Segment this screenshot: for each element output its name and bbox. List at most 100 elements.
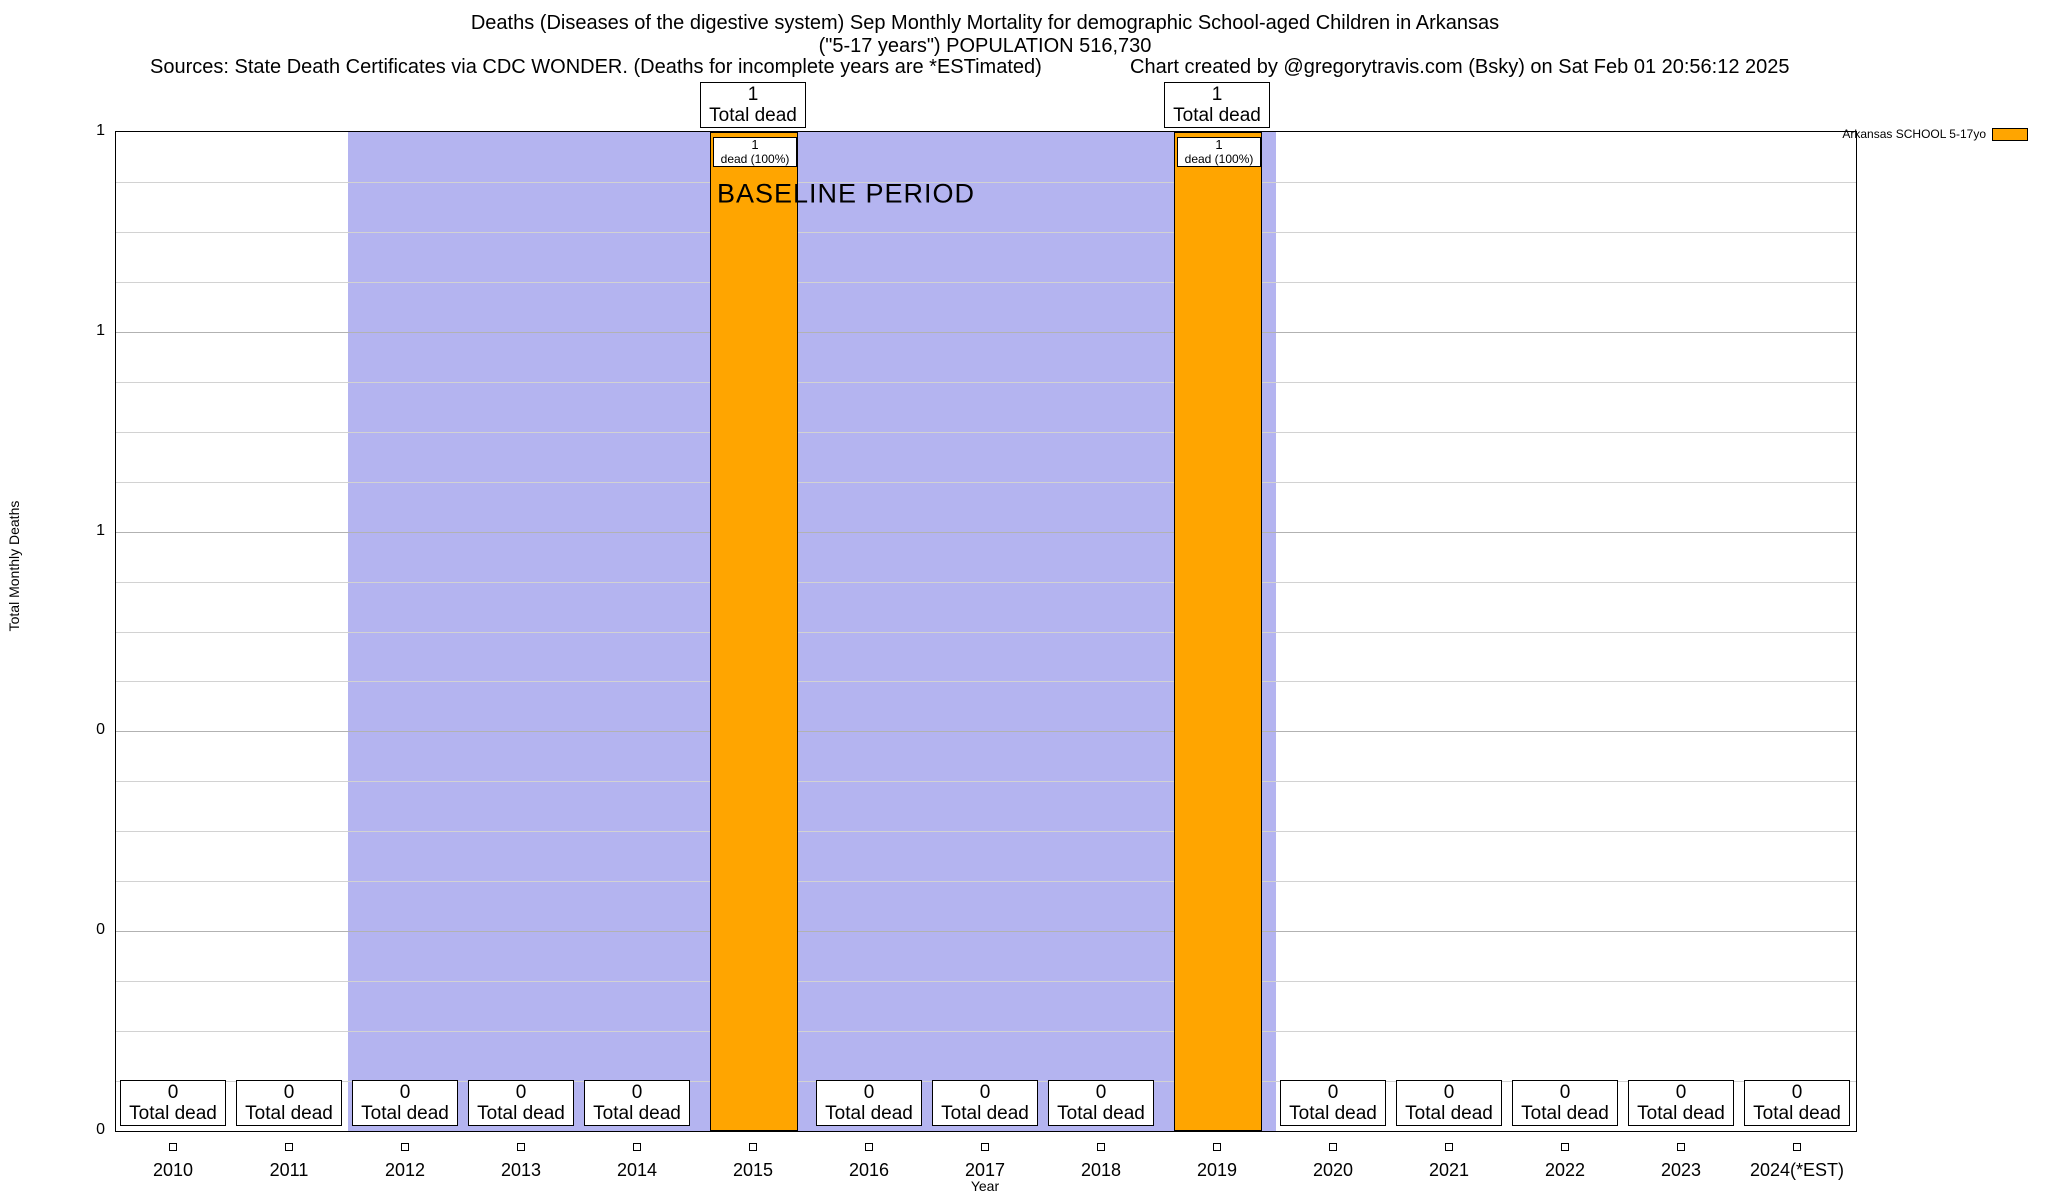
total-dead-annotation-2013: 0 Total dead [468, 1080, 574, 1126]
annotation-text: Total dead [361, 1103, 449, 1124]
annotation-value: 0 [1559, 1082, 1571, 1103]
bar-inner-value: 1 [751, 137, 759, 152]
x-tick-label: 2021 [1428, 1160, 1470, 1180]
legend-label: Arkansas SCHOOL 5-17yo [1842, 127, 1986, 141]
legend: Arkansas SCHOOL 5-17yo [1842, 127, 2028, 141]
sources-note: Sources: State Death Certificates via CD… [150, 56, 1042, 78]
axis-marker-square [1445, 1143, 1453, 1151]
annotation-value: 0 [399, 1082, 411, 1103]
annotation-value: 0 [631, 1082, 643, 1103]
axis-marker-square [633, 1143, 641, 1151]
gridline [116, 482, 1856, 483]
axis-marker-square [1561, 1143, 1569, 1151]
gridline [116, 781, 1856, 782]
y-tick-label: 0 [96, 921, 105, 938]
x-axis-label: Year [970, 1178, 1000, 1194]
y-tick-label: 1 [96, 522, 105, 539]
axis-marker-square [865, 1143, 873, 1151]
x-tick-label: 2020 [1312, 1160, 1354, 1180]
x-tick-label: 2016 [848, 1160, 890, 1180]
y-tick-label: 0 [96, 721, 105, 738]
x-tick-label: 2015 [732, 1160, 774, 1180]
baseline-period-label: BASELINE PERIOD [716, 178, 976, 209]
annotation-value: 0 [283, 1082, 295, 1103]
bar-inner-text: dead (100%) [720, 152, 790, 166]
x-tick-label: 2013 [500, 1160, 542, 1180]
total-dead-annotation-2010: 0 Total dead [120, 1080, 226, 1126]
total-dead-annotation-2012: 0 Total dead [352, 1080, 458, 1126]
gridline [116, 931, 1856, 932]
annotation-value: 0 [1443, 1082, 1455, 1103]
annotation-text: Total dead [1637, 1103, 1725, 1124]
total-dead-annotation-2018: 0 Total dead [1048, 1080, 1154, 1126]
annotation-text: Total dead [825, 1103, 913, 1124]
baseline-period-region [348, 132, 1276, 1131]
annotation-text: Total dead [1405, 1103, 1493, 1124]
gridline [116, 182, 1856, 183]
annotation-text: Total dead [593, 1103, 681, 1124]
annotation-value: 0 [515, 1082, 527, 1103]
gridline [116, 881, 1856, 882]
gridline [116, 632, 1856, 633]
axis-marker-square [1793, 1143, 1801, 1151]
bar-inner-text: dead (100%) [1184, 152, 1254, 166]
axis-marker-square [981, 1143, 989, 1151]
gridline [116, 332, 1856, 333]
annotation-text: Total dead [1289, 1103, 1377, 1124]
total-dead-annotation-2011: 0 Total dead [236, 1080, 342, 1126]
axis-marker-square [517, 1143, 525, 1151]
gridline [116, 731, 1856, 732]
total-dead-annotation-2014: 0 Total dead [584, 1080, 690, 1126]
axis-marker-square [169, 1143, 177, 1151]
x-tick-label: 2023 [1660, 1160, 1702, 1180]
plot-area: BASELINE PERIOD 1 dead (100%) 1 dead (100%) [115, 131, 1857, 1132]
annotation-value: 0 [863, 1082, 875, 1103]
axis-marker-square [1097, 1143, 1105, 1151]
x-tick-label: 2019 [1196, 1160, 1238, 1180]
annotation-value: 0 [167, 1082, 179, 1103]
x-tick-label: 2018 [1080, 1160, 1122, 1180]
y-tick-label: 1 [96, 122, 105, 139]
y-axis-label: Total Monthly Deaths [6, 500, 22, 632]
total-dead-annotation-2023: 0 Total dead [1628, 1080, 1734, 1126]
total-dead-annotation-2024(*EST): 0 Total dead [1744, 1080, 1850, 1126]
total-dead-annotation-2021: 0 Total dead [1396, 1080, 1502, 1126]
gridline [116, 981, 1856, 982]
annotation-text: Total dead [129, 1103, 217, 1124]
annotation-text: Total dead [1753, 1103, 1841, 1124]
gridline [116, 282, 1856, 283]
y-tick-label: 1 [96, 322, 105, 339]
axis-marker-square [401, 1143, 409, 1151]
total-dead-annotation-2019: 1 Total dead [1164, 82, 1270, 128]
credit-note: Chart created by @gregorytravis.com (Bsk… [1130, 56, 1790, 78]
x-tick-label: 2024(*EST) [1749, 1160, 1845, 1180]
gridline [116, 681, 1856, 682]
annotation-text: Total dead [1057, 1103, 1145, 1124]
annotation-value: 0 [979, 1082, 991, 1103]
gridline [116, 532, 1856, 533]
gridline [116, 582, 1856, 583]
total-dead-annotation-2020: 0 Total dead [1280, 1080, 1386, 1126]
annotation-text: Total dead [245, 1103, 333, 1124]
gridline [116, 831, 1856, 832]
bar-inner-annotation: 1 dead (100%) [1177, 137, 1261, 167]
annotation-value: 0 [1327, 1082, 1339, 1103]
gridline [116, 382, 1856, 383]
annotation-value: 0 [1791, 1082, 1803, 1103]
axis-marker-square [285, 1143, 293, 1151]
legend-swatch [1992, 127, 2028, 141]
annotation-value: 0 [1095, 1082, 1107, 1103]
total-dead-annotation-2017: 0 Total dead [932, 1080, 1038, 1126]
x-tick-label: 2011 [269, 1160, 309, 1180]
bar-2015 [710, 132, 798, 1131]
annotation-text: Total dead [941, 1103, 1029, 1124]
annotation-value: 0 [1675, 1082, 1687, 1103]
x-tick-label: 2014 [616, 1160, 658, 1180]
chart-title-line2: ("5-17 years") POPULATION 516,730 [818, 35, 1152, 57]
x-tick-label: 2010 [152, 1160, 194, 1180]
gridline [116, 1031, 1856, 1032]
annotation-text: Total dead [1173, 105, 1261, 126]
bar-inner-annotation: 1 dead (100%) [713, 137, 797, 167]
x-tick-label: 2017 [964, 1160, 1006, 1180]
bar-inner-value: 1 [1215, 137, 1223, 152]
